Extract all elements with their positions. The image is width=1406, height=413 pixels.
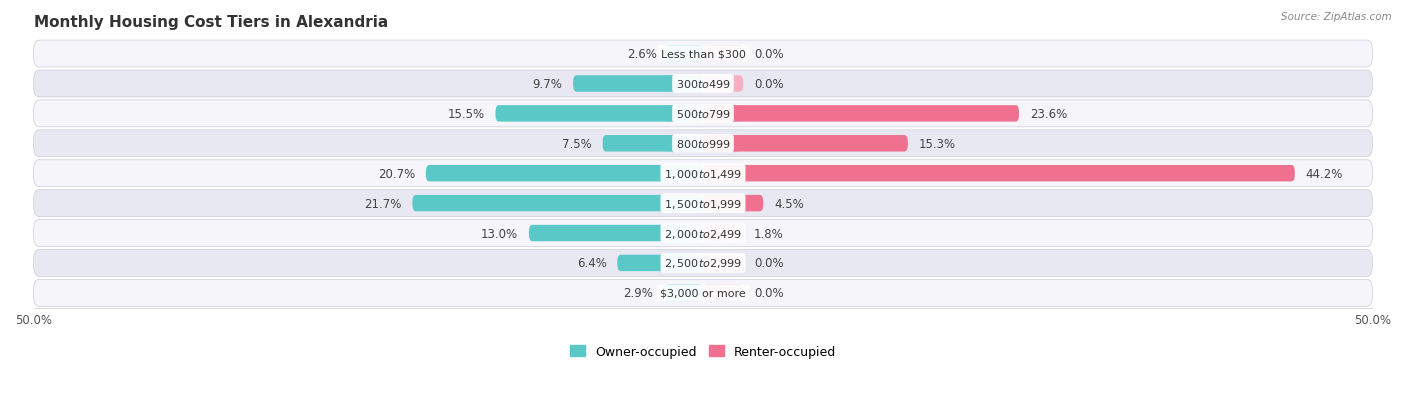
Text: 0.0%: 0.0% [754, 257, 783, 270]
Text: $500 to $799: $500 to $799 [675, 108, 731, 120]
FancyBboxPatch shape [495, 106, 703, 122]
Text: Less than $300: Less than $300 [661, 50, 745, 59]
Text: Monthly Housing Cost Tiers in Alexandria: Monthly Housing Cost Tiers in Alexandria [34, 15, 388, 30]
FancyBboxPatch shape [426, 166, 703, 182]
FancyBboxPatch shape [664, 285, 703, 301]
FancyBboxPatch shape [412, 195, 703, 212]
FancyBboxPatch shape [617, 255, 703, 271]
Legend: Owner-occupied, Renter-occupied: Owner-occupied, Renter-occupied [565, 340, 841, 363]
FancyBboxPatch shape [34, 280, 1372, 306]
FancyBboxPatch shape [574, 76, 703, 93]
Text: 0.0%: 0.0% [754, 287, 783, 299]
FancyBboxPatch shape [34, 190, 1372, 217]
Text: $800 to $999: $800 to $999 [675, 138, 731, 150]
Text: 4.5%: 4.5% [773, 197, 804, 210]
FancyBboxPatch shape [662, 225, 703, 242]
FancyBboxPatch shape [34, 160, 1372, 187]
Text: 7.5%: 7.5% [562, 138, 592, 150]
Text: $1,000 to $1,499: $1,000 to $1,499 [664, 167, 742, 180]
FancyBboxPatch shape [703, 285, 744, 301]
FancyBboxPatch shape [662, 166, 703, 182]
FancyBboxPatch shape [703, 225, 744, 242]
FancyBboxPatch shape [34, 220, 1372, 247]
Text: 44.2%: 44.2% [1306, 167, 1343, 180]
Text: $2,000 to $2,499: $2,000 to $2,499 [664, 227, 742, 240]
FancyBboxPatch shape [703, 166, 744, 182]
FancyBboxPatch shape [34, 131, 1372, 157]
FancyBboxPatch shape [703, 225, 727, 242]
FancyBboxPatch shape [662, 195, 703, 212]
Text: Source: ZipAtlas.com: Source: ZipAtlas.com [1281, 12, 1392, 22]
FancyBboxPatch shape [703, 46, 744, 63]
Text: 0.0%: 0.0% [754, 78, 783, 91]
FancyBboxPatch shape [529, 225, 703, 242]
Text: 0.0%: 0.0% [754, 48, 783, 61]
FancyBboxPatch shape [34, 101, 1372, 128]
Text: 13.0%: 13.0% [481, 227, 519, 240]
FancyBboxPatch shape [603, 136, 703, 152]
FancyBboxPatch shape [703, 106, 1019, 122]
FancyBboxPatch shape [662, 255, 703, 271]
FancyBboxPatch shape [703, 136, 744, 152]
Text: 2.6%: 2.6% [627, 48, 658, 61]
Text: $2,500 to $2,999: $2,500 to $2,999 [664, 257, 742, 270]
FancyBboxPatch shape [662, 136, 703, 152]
FancyBboxPatch shape [34, 250, 1372, 277]
Text: $3,000 or more: $3,000 or more [661, 288, 745, 298]
FancyBboxPatch shape [34, 71, 1372, 98]
Text: 20.7%: 20.7% [378, 167, 415, 180]
FancyBboxPatch shape [662, 285, 703, 301]
FancyBboxPatch shape [703, 195, 763, 212]
FancyBboxPatch shape [662, 106, 703, 122]
FancyBboxPatch shape [703, 106, 744, 122]
FancyBboxPatch shape [703, 76, 744, 93]
FancyBboxPatch shape [668, 46, 703, 63]
FancyBboxPatch shape [703, 136, 908, 152]
Text: 21.7%: 21.7% [364, 197, 402, 210]
Text: 6.4%: 6.4% [576, 257, 606, 270]
Text: 23.6%: 23.6% [1029, 108, 1067, 121]
FancyBboxPatch shape [703, 255, 744, 271]
FancyBboxPatch shape [703, 166, 1295, 182]
Text: $300 to $499: $300 to $499 [675, 78, 731, 90]
FancyBboxPatch shape [662, 46, 703, 63]
Text: 15.3%: 15.3% [918, 138, 956, 150]
FancyBboxPatch shape [703, 195, 744, 212]
FancyBboxPatch shape [34, 41, 1372, 68]
Text: 1.8%: 1.8% [754, 227, 783, 240]
Text: 15.5%: 15.5% [447, 108, 485, 121]
Text: $1,500 to $1,999: $1,500 to $1,999 [664, 197, 742, 210]
FancyBboxPatch shape [662, 76, 703, 93]
Text: 9.7%: 9.7% [533, 78, 562, 91]
Text: 2.9%: 2.9% [624, 287, 654, 299]
